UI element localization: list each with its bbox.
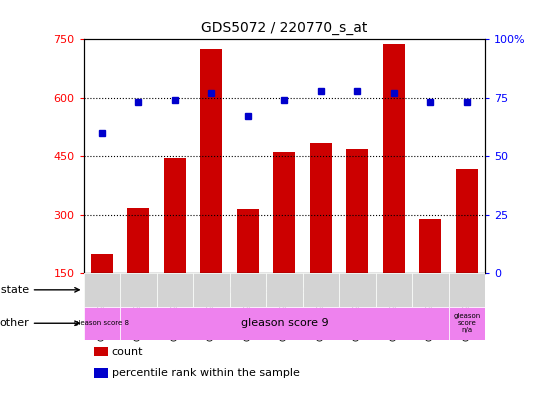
Bar — [120, 307, 448, 340]
Bar — [201, 49, 222, 273]
Bar — [310, 143, 332, 273]
Bar — [448, 273, 485, 307]
Bar — [383, 44, 405, 273]
Bar — [164, 158, 186, 273]
Bar — [193, 273, 230, 307]
Text: prostate cancer: prostate cancer — [222, 285, 310, 295]
Bar — [127, 208, 149, 273]
Bar — [376, 273, 412, 307]
Bar — [456, 169, 478, 273]
Bar — [412, 273, 448, 307]
Bar — [347, 149, 368, 273]
Bar — [273, 152, 295, 273]
Bar — [339, 273, 376, 307]
Text: disease state: disease state — [0, 285, 79, 295]
Bar — [84, 307, 120, 340]
Text: contro
l: contro l — [453, 280, 480, 299]
Text: gleason score 8: gleason score 8 — [74, 320, 129, 326]
Bar — [419, 219, 441, 273]
Title: GDS5072 / 220770_s_at: GDS5072 / 220770_s_at — [201, 22, 368, 35]
Text: percentile rank within the sample: percentile rank within the sample — [112, 368, 300, 378]
Text: other: other — [0, 318, 79, 328]
Bar — [230, 273, 266, 307]
Bar — [266, 273, 302, 307]
Text: gleason score 9: gleason score 9 — [240, 318, 328, 328]
Text: gleason
score
n/a: gleason score n/a — [453, 313, 480, 333]
Bar — [156, 273, 193, 307]
Bar — [448, 307, 485, 340]
Bar — [91, 253, 113, 273]
Bar — [302, 273, 339, 307]
Bar — [84, 273, 120, 307]
Bar — [448, 273, 485, 307]
Bar — [120, 273, 156, 307]
Text: count: count — [112, 347, 143, 357]
Bar — [237, 209, 259, 273]
